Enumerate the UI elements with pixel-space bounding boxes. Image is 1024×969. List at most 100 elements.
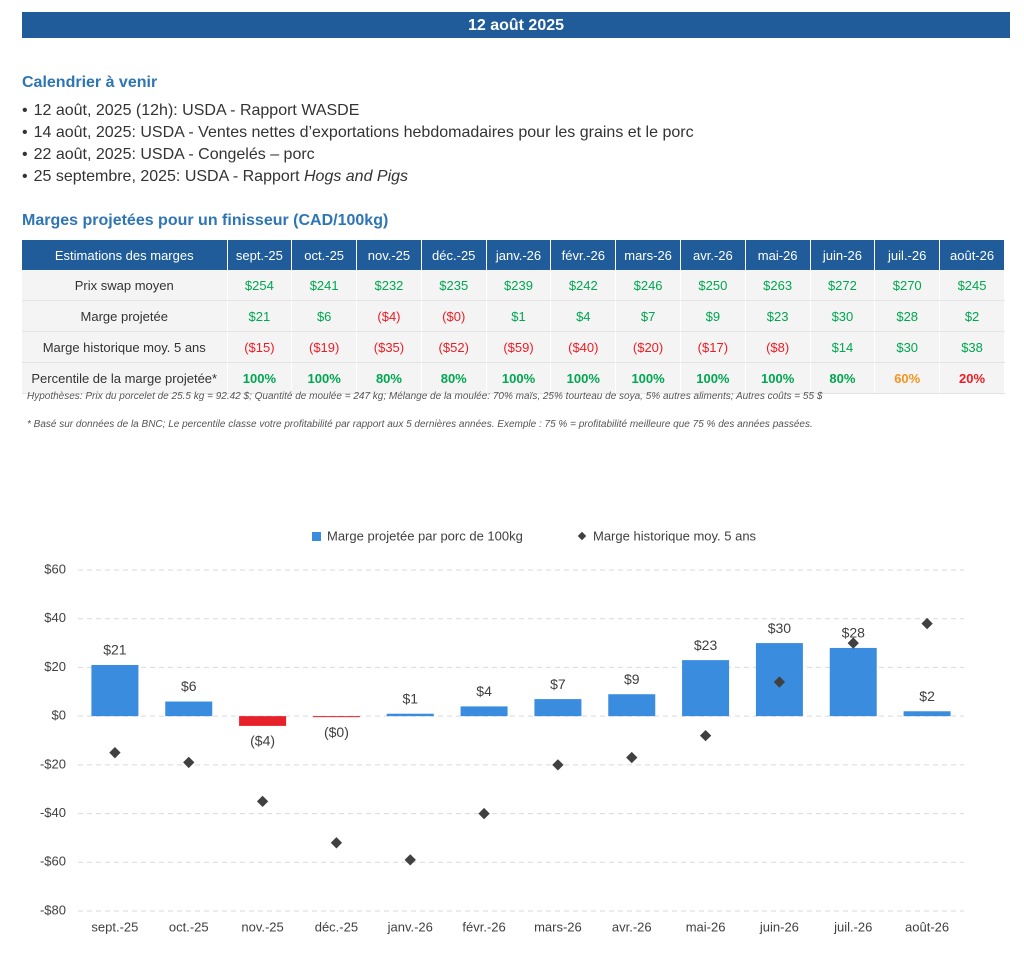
column-header: nov.-25 xyxy=(356,240,422,270)
table-cell: $6 xyxy=(291,300,358,332)
x-tick-label: avr.-26 xyxy=(612,919,652,934)
bar xyxy=(386,713,434,717)
table-cell: 100% xyxy=(745,362,811,394)
table-body: Prix swap moyen $254 $241 $232 $235 $239 $242 $… xyxy=(22,270,1005,394)
table-cell: $245 xyxy=(939,270,1005,301)
table-header: Estimations des marges sept.-25 oct.-25 nov… xyxy=(22,240,1005,270)
bar xyxy=(608,694,656,717)
table-cell: 100% xyxy=(615,362,681,394)
calendar-item-text: 25 septembre, 2025: USDA - Rapport xyxy=(33,168,304,185)
legend-marker xyxy=(312,532,321,541)
bar xyxy=(165,701,213,717)
x-tick-label: févr.-26 xyxy=(462,919,505,934)
column-header: Estimations des marges xyxy=(22,240,228,270)
table-cell: $28 xyxy=(874,300,941,332)
data-label: $2 xyxy=(919,688,935,704)
table-cell: $272 xyxy=(810,270,876,301)
bar xyxy=(312,716,360,718)
calendar-item: 12 août, 2025 (12h): USDA - Rapport WASD… xyxy=(22,100,694,122)
data-label: ($0) xyxy=(324,724,349,740)
column-header: janv.-26 xyxy=(486,240,552,270)
column-header: juin-26 xyxy=(810,240,876,270)
table-title: Marges projetées pour un finisseur (CAD/… xyxy=(22,212,389,229)
table-cell: $2 xyxy=(939,300,1005,332)
bar xyxy=(239,716,287,726)
table-cell: $4 xyxy=(550,300,617,332)
calendar-list: 12 août, 2025 (12h): USDA - Rapport WASD… xyxy=(22,100,694,188)
scatter-point xyxy=(404,854,416,866)
column-header: mai-26 xyxy=(745,240,811,270)
scatter-point xyxy=(183,756,195,769)
table-cell: $241 xyxy=(291,270,358,301)
scatter-point xyxy=(478,807,490,820)
table-row: Marge projetée $21 $6 ($4) ($0) $1 $4 $7 $9 $23 $3… xyxy=(22,300,1005,332)
row-label: Percentile de la marge projetée* xyxy=(22,362,228,394)
table-cell: $235 xyxy=(421,270,487,301)
note: * Basé sur données de la BNC; Le percent… xyxy=(27,419,813,430)
calendar-title: Calendrier à venir xyxy=(22,74,158,91)
calendar-item: 22 août, 2025: USDA - Congelés – porc xyxy=(22,144,694,166)
table-row: Marge historique moy. 5 ans ($15) ($19) ($3… xyxy=(22,331,1005,363)
data-label: $6 xyxy=(181,678,197,694)
data-label: $4 xyxy=(476,683,492,699)
table-cell: $30 xyxy=(874,331,941,363)
table-cell: $30 xyxy=(810,300,876,332)
scatter-point xyxy=(109,747,121,759)
table-cell: 80% xyxy=(421,362,487,394)
bar xyxy=(682,660,730,717)
row-label: Marge historique moy. 5 ans xyxy=(22,331,228,363)
scatter-point xyxy=(921,617,933,630)
table-cell: $14 xyxy=(810,331,876,363)
calendar-item-emphasis: Hogs and Pigs xyxy=(303,168,409,185)
legend-label: Marge projetée par porc de 100kg xyxy=(327,528,523,543)
data-label: $21 xyxy=(103,642,127,658)
note: Hypothèses: Prix du porcelet de 25.5 kg … xyxy=(27,391,823,402)
table-cell: ($19) xyxy=(291,331,358,363)
x-tick-label: déc.-25 xyxy=(315,919,358,934)
row-label: Marge projetée xyxy=(22,300,228,332)
column-header: juil.-26 xyxy=(874,240,941,270)
table-cell: $23 xyxy=(745,300,811,332)
chart: -$80 -$60 -$40 -$20 $0 $20 $40 $60 sept.-25 oct.-… xyxy=(40,528,964,934)
scatter-point xyxy=(256,795,269,808)
legend-label: Marge historique moy. 5 ans xyxy=(593,528,757,543)
table-cell: 100% xyxy=(680,362,746,394)
table-cell: ($15) xyxy=(227,331,293,363)
data-label: $28 xyxy=(842,625,866,641)
calendar-item: 25 septembre, 2025: USDA - Rapport Hogs … xyxy=(22,166,694,188)
table-cell: ($4) xyxy=(356,300,422,332)
table-cell: ($0) xyxy=(421,300,487,332)
table-cell: $254 xyxy=(227,270,293,301)
table-cell: $232 xyxy=(356,270,422,301)
table-cell: ($59) xyxy=(486,331,552,363)
y-tick-label: -$60 xyxy=(40,854,66,869)
y-tick-label: -$80 xyxy=(40,902,66,917)
data-label: $23 xyxy=(694,637,718,653)
x-tick-label: janv.-26 xyxy=(387,919,433,934)
table-cell: $270 xyxy=(874,270,941,301)
table-cell: ($52) xyxy=(421,331,487,363)
data-label: $9 xyxy=(624,671,640,687)
bar xyxy=(91,664,139,717)
scatter-point xyxy=(552,759,564,771)
table-cell: $242 xyxy=(550,270,617,301)
table-cell: $250 xyxy=(680,270,746,301)
table-row: Percentile de la marge projetée* 100% 100%… xyxy=(22,362,1005,394)
table-cell: 80% xyxy=(810,362,876,394)
table-cell: 100% xyxy=(227,362,293,394)
table-cell: $239 xyxy=(486,270,552,301)
y-tick-label: -$20 xyxy=(40,756,66,771)
column-header: mars-26 xyxy=(615,240,681,270)
data-label: $30 xyxy=(768,620,792,636)
x-tick-label: oct.-25 xyxy=(169,919,209,934)
table-cell: 100% xyxy=(550,362,617,394)
header-title: 12 août 2025 xyxy=(22,12,1010,38)
calendar-item: 14 août, 2025: USDA - Ventes nettes d’ex… xyxy=(22,122,694,144)
table-cell: $7 xyxy=(615,300,681,332)
column-header: oct.-25 xyxy=(291,240,358,270)
table-cell: $38 xyxy=(939,331,1005,363)
table-cell: 80% xyxy=(356,362,422,394)
table-cell: 60% xyxy=(874,362,941,394)
bar xyxy=(903,711,951,717)
